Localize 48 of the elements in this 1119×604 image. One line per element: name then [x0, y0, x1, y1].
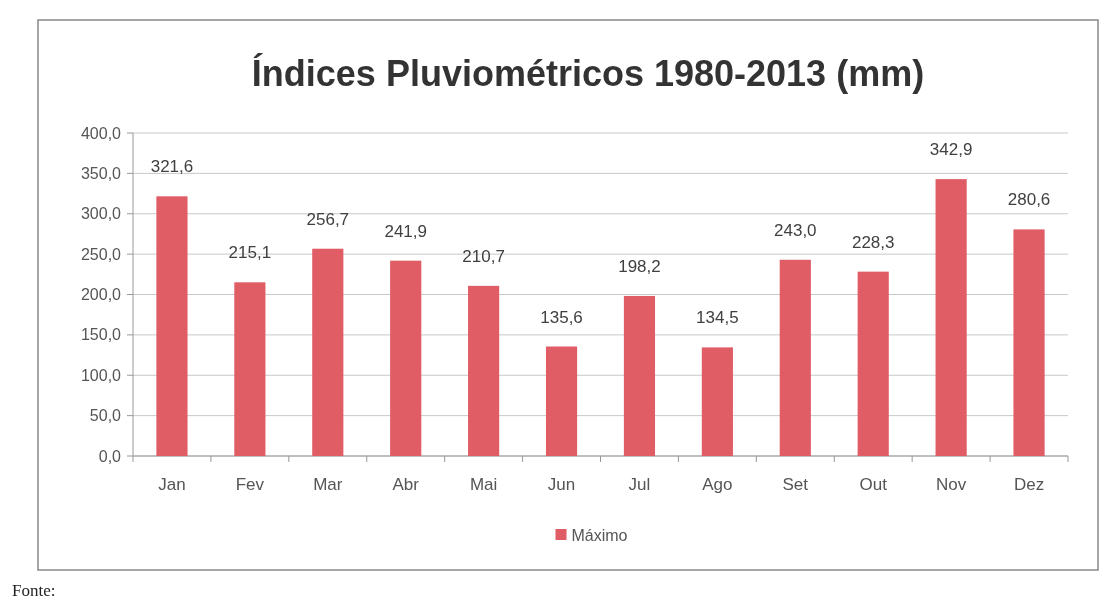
bar [156, 196, 188, 456]
bar [234, 282, 266, 456]
bar [623, 295, 656, 456]
x-tick-label: Set [782, 475, 809, 494]
data-label: 228,3 [851, 232, 895, 252]
bar [935, 179, 967, 456]
source-note: Fonte: [12, 581, 56, 600]
x-tick-label: Dez [1013, 475, 1045, 494]
x-tick-label: Jul [628, 475, 651, 494]
bar [701, 347, 733, 456]
data-label: 215,1 [228, 243, 272, 263]
bar [545, 346, 578, 456]
data-label: 134,5 [696, 308, 739, 328]
x-tick-label: Ago [702, 475, 733, 494]
x-tick-label: Jun [547, 475, 576, 494]
x-tick-label: Jan [158, 475, 186, 494]
y-tick-label: 300,0 [80, 205, 122, 223]
bar [857, 271, 889, 456]
y-tick-label: 150,0 [80, 326, 122, 344]
y-tick-label: 400,0 [80, 124, 122, 142]
bar [390, 260, 422, 456]
bar [1013, 229, 1045, 456]
data-label: 198,2 [618, 256, 661, 276]
bar [468, 285, 500, 456]
y-tick-label: 350,0 [80, 164, 122, 182]
data-label: 243,0 [774, 220, 817, 240]
chart-title: Índices Pluviométricos 1980-2013 (mm) [251, 53, 925, 94]
x-tick-label: Fev [235, 475, 265, 494]
y-tick-label: 200,0 [80, 286, 122, 304]
data-label: 280,6 [1007, 190, 1051, 210]
y-tick-label: 250,0 [80, 245, 122, 263]
y-tick-label: 50,0 [89, 407, 122, 425]
legend-label: Máximo [571, 526, 628, 544]
x-tick-label: Mar [313, 475, 343, 494]
x-tick-label: Out [859, 475, 888, 494]
data-label: 210,7 [462, 246, 505, 266]
x-tick-label: Nov [936, 475, 967, 494]
data-label: 135,6 [540, 307, 583, 327]
data-label: 321,6 [150, 157, 194, 177]
data-label: 342,9 [929, 140, 973, 160]
x-tick-label: Mai [469, 475, 498, 494]
data-label: 241,9 [384, 221, 427, 241]
data-label: 256,7 [306, 209, 350, 229]
bar [312, 248, 344, 456]
y-tick-label: 100,0 [80, 366, 122, 384]
x-tick-label: Abr [392, 475, 420, 494]
y-tick-label: 0,0 [98, 447, 122, 465]
bar [779, 259, 811, 456]
